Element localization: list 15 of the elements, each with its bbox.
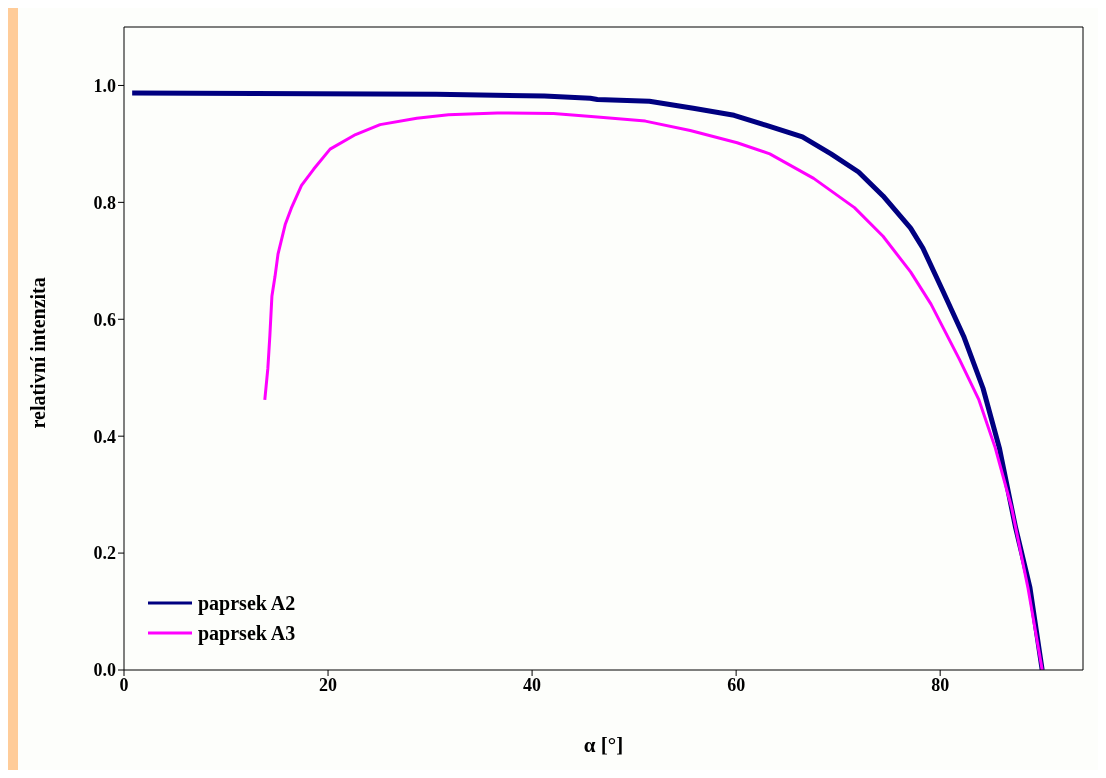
- y-tick-label: 0.8: [93, 192, 116, 213]
- y-tick-label: 0.2: [93, 543, 116, 564]
- y-tick-label: 0.6: [93, 309, 116, 330]
- y-tick-label: 1.0: [93, 75, 116, 96]
- legend-label: paprsek A3: [198, 621, 296, 645]
- x-tick-label: 60: [727, 674, 746, 695]
- x-tick-label: 0: [119, 674, 129, 695]
- y-tick-label: 0.4: [93, 426, 116, 447]
- x-axis-title: α [°]: [583, 733, 624, 757]
- y-axis-title: relativní intenzita: [27, 277, 50, 429]
- x-tick-label: 20: [319, 674, 338, 695]
- y-tick-label: 0.0: [93, 660, 116, 681]
- x-tick-label: 80: [931, 674, 950, 695]
- legend-label: paprsek A2: [198, 591, 296, 615]
- x-tick-label: 40: [523, 674, 542, 695]
